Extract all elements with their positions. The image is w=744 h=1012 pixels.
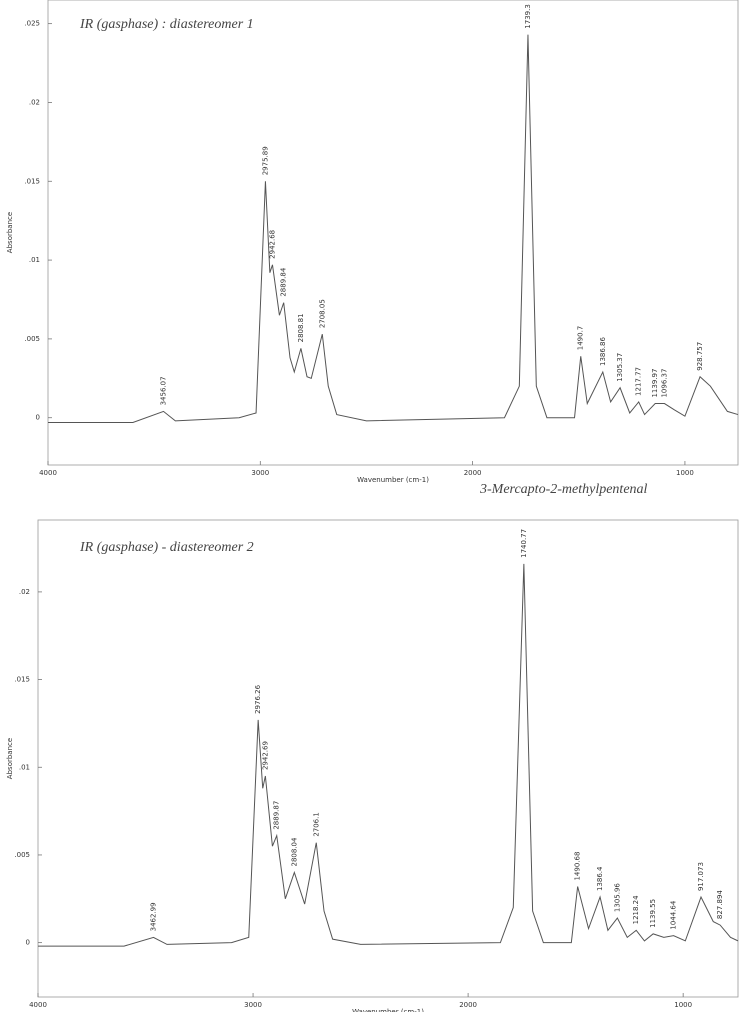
- peak-label: 2976.26: [254, 684, 262, 713]
- y-tick-label: .01: [29, 256, 40, 264]
- y-tick-label: .01: [19, 763, 30, 771]
- peak-label: 1305.37: [616, 353, 624, 382]
- peak-label: 2889.84: [280, 267, 288, 296]
- y-tick-label: .02: [29, 98, 40, 106]
- y-axis-label: Absorbance: [6, 212, 14, 253]
- y-tick-label: 0: [26, 939, 30, 947]
- plot-frame: [47, 0, 739, 466]
- plot-frame: [37, 519, 739, 998]
- y-tick-label: .025: [24, 20, 40, 28]
- peak-label: 1218.24: [632, 895, 640, 924]
- peak-label: 917.073: [697, 862, 705, 891]
- x-tick-label: 4000: [29, 1001, 47, 1009]
- y-tick-label: .015: [24, 177, 40, 185]
- x-tick-label: 4000: [39, 469, 57, 477]
- peak-label: 2708.05: [318, 299, 326, 328]
- peak-label: 1217.77: [635, 367, 643, 396]
- peak-label: 1139.55: [649, 899, 657, 928]
- peak-label: 3456.07: [159, 376, 167, 405]
- x-tick-label: 3000: [244, 1001, 262, 1009]
- x-tick-label: 1000: [676, 469, 694, 477]
- peak-label: 928.757: [696, 342, 704, 371]
- x-axis-label: Wavenumber (cm-1): [357, 476, 429, 484]
- y-tick-label: .02: [19, 588, 30, 596]
- peak-label: 1490.7: [577, 326, 585, 351]
- peak-label: 1386.4: [596, 866, 604, 891]
- peak-label: 2942.69: [261, 741, 269, 770]
- peak-label: 1739.3: [524, 4, 532, 29]
- peak-label: 2808.04: [290, 837, 298, 866]
- x-axis-label: Wavenumber (cm-1): [352, 1008, 424, 1012]
- peak-label: 2942.68: [268, 230, 276, 259]
- peak-label: 3462.99: [149, 902, 157, 931]
- peak-label: 1044.64: [670, 900, 678, 929]
- x-tick-label: 1000: [674, 1001, 692, 1009]
- peak-label: 1740.77: [520, 529, 528, 558]
- peak-label: 2975.89: [261, 146, 269, 175]
- spectrum-line: [48, 34, 739, 423]
- peak-label: 827.894: [716, 890, 724, 919]
- peak-label: 2889.87: [273, 801, 281, 830]
- x-tick-label: 3000: [251, 469, 269, 477]
- chart-title: IR (gasphase) : diastereomer 1: [79, 17, 254, 32]
- peak-label: 2808.81: [297, 313, 305, 342]
- peak-label: 1139.97: [651, 369, 659, 398]
- peak-label: 2706.1: [312, 812, 320, 837]
- y-axis-label: Absorbance: [6, 738, 14, 779]
- y-tick-label: .015: [14, 676, 30, 684]
- y-tick-label: .005: [24, 335, 40, 343]
- peak-label: 1096.37: [660, 369, 668, 398]
- x-tick-label: 2000: [459, 1001, 477, 1009]
- chart-title: IR (gasphase) - diastereomer 2: [79, 540, 254, 555]
- spectrum-line: [38, 563, 739, 947]
- peak-label: 1490.68: [574, 852, 582, 881]
- x-tick-label: 2000: [464, 469, 482, 477]
- peak-label: 1386.86: [599, 337, 607, 366]
- handwritten-note: 3-Mercapto-2-methylpentenal: [479, 482, 648, 497]
- y-tick-label: 0: [36, 414, 40, 422]
- peak-label: 1305.96: [613, 883, 621, 912]
- y-tick-label: .005: [14, 851, 30, 859]
